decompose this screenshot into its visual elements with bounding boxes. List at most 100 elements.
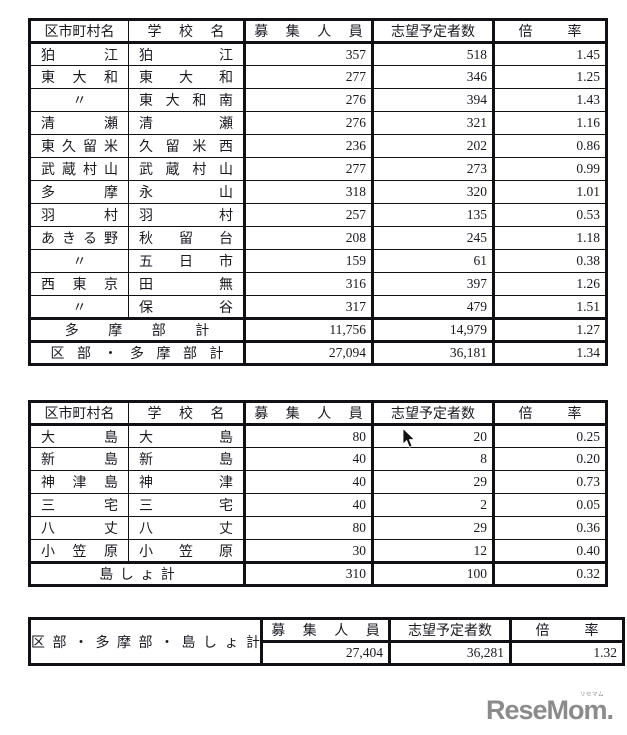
school-text: 永山: [139, 186, 233, 201]
table-row: あきる野 秋留台 208 245 1.18: [29, 226, 607, 250]
school-text: 武蔵村山: [139, 163, 233, 178]
header-capacity: 募 集 人 員: [243, 19, 373, 44]
grand-total-label: 区 部 ・ 多 摩 部 ・ 島 し ょ 計: [29, 618, 262, 665]
cell-city: 〃: [29, 295, 129, 319]
summary-row-islands: 島 し ょ 計 310 100 0.32: [29, 561, 607, 586]
cell-city: 三宅: [29, 493, 129, 517]
cell-applicants: 36,281: [388, 640, 511, 665]
header-school: 学 校 名: [128, 401, 245, 426]
table-row: 神津島 神津 40 29 0.73: [29, 470, 607, 494]
cell-capacity: 317: [243, 295, 373, 319]
cell-applicants: 394: [371, 88, 494, 112]
table-row: 大島 大島 80 20 0.25: [29, 424, 607, 448]
cell-ratio: 0.36: [492, 516, 607, 540]
cell-capacity: 318: [243, 180, 373, 204]
city-text: 多摩: [41, 186, 118, 201]
cell-school: 小笠原: [128, 539, 245, 563]
city-text: 新島: [41, 453, 118, 468]
cell-capacity: 316: [243, 272, 373, 296]
cell-capacity: 236: [243, 134, 373, 158]
cell-applicants: 321: [371, 111, 494, 135]
cell-ratio: 1.43: [492, 88, 607, 112]
cell-applicants: 346: [371, 65, 494, 89]
cell-capacity: 357: [243, 42, 373, 66]
cell-city: 八丈: [29, 516, 129, 540]
cell-applicants: 20: [371, 424, 494, 448]
city-text: 東大和: [41, 71, 118, 86]
cell-city: 東大和: [29, 65, 129, 89]
cell-ratio: 1.01: [492, 180, 607, 204]
cell-city: 東久留米: [29, 134, 129, 158]
cell-school: 武蔵村山: [128, 157, 245, 181]
school-text: 大島: [139, 430, 233, 446]
cell-applicants: 397: [371, 272, 494, 296]
header-applicants: 志望予定者数: [388, 618, 511, 642]
cell-city: 西東京: [29, 272, 129, 296]
school-text: 八丈: [139, 522, 233, 537]
cell-ratio: 1.27: [492, 317, 607, 342]
cell-applicants: 29: [371, 470, 494, 494]
cell-ratio: 1.18: [492, 226, 607, 250]
school-text: 新島: [139, 453, 233, 468]
summary-row-tama: 多 摩 部 計 11,756 14,979 1.27: [29, 317, 607, 342]
cell-ratio: 1.25: [492, 65, 607, 89]
school-text: 神津: [139, 476, 233, 491]
cell-school: 新島: [128, 447, 245, 471]
cell-capacity: 40: [243, 470, 373, 494]
header-capacity: 募 集 人 員: [243, 401, 373, 426]
header-school: 学 校 名: [128, 19, 245, 44]
summary-label: 区 部 ・ 多 摩 部 計: [29, 340, 245, 365]
table-row: 東大和 東大和 277 346 1.25: [29, 65, 607, 89]
cell-ratio: 0.99: [492, 157, 607, 181]
cell-ratio: 0.38: [492, 249, 607, 273]
cell-applicants: 14,979: [371, 317, 494, 342]
city-text: 清瀬: [41, 117, 118, 132]
city-text: 〃: [72, 300, 87, 316]
table-row: 新島 新島 40 8 0.20: [29, 447, 607, 471]
table-row: 東久留米 久留米西 236 202 0.86: [29, 134, 607, 158]
cell-ratio: 0.86: [492, 134, 607, 158]
school-text: 保谷: [139, 300, 233, 316]
summary-label: 島 し ょ 計: [29, 561, 245, 586]
header-applicants: 志望予定者数: [371, 401, 494, 426]
cell-ratio: 0.53: [492, 203, 607, 227]
table-row: 八丈 八丈 80 29 0.36: [29, 516, 607, 540]
school-text: 五日市: [139, 255, 233, 270]
table-row: 多摩 永山 318 320 1.01: [29, 180, 607, 204]
city-text: 狛江: [41, 48, 118, 64]
city-text: 武蔵村山: [41, 163, 118, 178]
school-text: 東大和南: [139, 94, 233, 109]
cell-applicants: 245: [371, 226, 494, 250]
cell-capacity: 277: [243, 65, 373, 89]
cell-applicants: 8: [371, 447, 494, 471]
logo-ruby-text: リセマム: [579, 692, 604, 698]
cell-applicants: 2: [371, 493, 494, 517]
mouse-cursor-icon: [402, 428, 416, 448]
city-text: 羽村: [41, 209, 118, 224]
header-capacity: 募 集 人 員: [260, 618, 390, 642]
cell-school: 田無: [128, 272, 245, 296]
city-text: 〃: [72, 255, 87, 270]
cell-capacity: 159: [243, 249, 373, 273]
cell-school: 東大和: [128, 65, 245, 89]
cell-capacity: 276: [243, 88, 373, 112]
header-ratio: 倍 率: [492, 19, 607, 44]
cell-capacity: 27,404: [260, 640, 390, 665]
cell-capacity: 40: [243, 493, 373, 517]
cell-ratio: 1.32: [509, 640, 624, 665]
cell-school: 保谷: [128, 295, 245, 319]
cell-applicants: 518: [371, 42, 494, 66]
cell-applicants: 479: [371, 295, 494, 319]
cell-city: 神津島: [29, 470, 129, 494]
summary-row-ku-tama: 区 部 ・ 多 摩 部 計 27,094 36,181 1.34: [29, 340, 607, 365]
cell-capacity: 40: [243, 447, 373, 471]
cell-city: 狛江: [29, 42, 129, 66]
cell-school: 神津: [128, 470, 245, 494]
table-row: 27,404 36,281 1.32: [30, 640, 624, 665]
cell-school: 東大和南: [128, 88, 245, 112]
school-text: 清瀬: [139, 117, 233, 132]
table-mainland: 区市町村名 学 校 名 募 集 人 員 志望予定者数 倍 率 狛江 狛江 357…: [28, 18, 608, 366]
cell-city: 大島: [29, 424, 129, 448]
cell-school: 五日市: [128, 249, 245, 273]
table-islands: 区市町村名 学 校 名 募 集 人 員 志望予定者数 倍 率 大島 大島 80 …: [28, 400, 608, 587]
